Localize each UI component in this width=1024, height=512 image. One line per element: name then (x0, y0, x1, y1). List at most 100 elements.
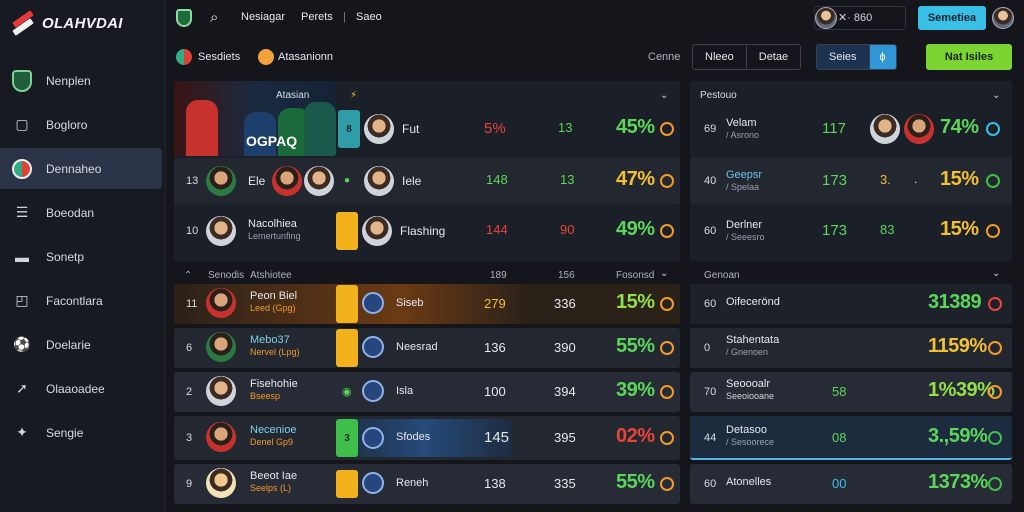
series-extra[interactable]: ɸ (868, 45, 896, 69)
chevron-down-icon[interactable]: ⌄ (660, 268, 669, 279)
shield-icon[interactable] (176, 9, 192, 27)
team-name: Neesrad (396, 341, 438, 353)
stat-value: 3. (880, 172, 891, 187)
club-icon (988, 477, 1002, 491)
sidebar-item-2[interactable]: Dennaheo (0, 148, 162, 189)
player-name: Iele (402, 174, 422, 188)
series-option[interactable]: Seies (817, 45, 869, 69)
avatar (206, 332, 236, 362)
user-avatar[interactable] (815, 7, 837, 29)
top-link-0[interactable]: Nesiagar (241, 11, 286, 23)
sidebar-item-8[interactable]: ✦ Sengie (0, 412, 166, 453)
app-logo[interactable]: OLAHVDAI (10, 10, 123, 36)
table-row[interactable]: 2 Fisehohie Bseesp ◉ Isla 100 394 39% (174, 372, 680, 412)
team-name: Sfodes (396, 431, 431, 443)
trophy-icon (258, 49, 274, 65)
view-option-0[interactable]: Nleeo (705, 51, 734, 63)
table-row[interactable]: 13 Ele ● Iele 148 13 47% (174, 158, 680, 204)
percentage: 47% (616, 168, 655, 190)
club-name: Seoooalr Seeoiooane (726, 378, 774, 401)
table-row[interactable]: 9 Beeot Iae Seelps (L) Reneh 138 335 55% (174, 464, 680, 504)
sidebar-item-0[interactable]: Nenplen (0, 60, 166, 101)
featured-banner[interactable]: OGPAQ (174, 81, 336, 156)
row-rank: 10 (186, 225, 199, 237)
status-box[interactable] (814, 6, 906, 30)
column-header[interactable]: 189 (490, 270, 507, 281)
team-name: Flashing (400, 224, 446, 238)
table-row[interactable]: 40 Geepsr / Spelaa 173 3. . 15% (690, 158, 1012, 204)
percentage: 1159% (928, 335, 987, 357)
chevron-down-icon[interactable]: ⌄ (660, 90, 669, 101)
filter-item-0[interactable]: Sesdiets (198, 51, 241, 63)
sidebar-item-5[interactable]: ◰ Facontlara (0, 280, 166, 321)
table-row[interactable]: 8 Fut 5% 13 45% (336, 106, 680, 152)
chevron-down-icon[interactable]: ⌄ (992, 90, 1001, 101)
table-row[interactable]: 60 Oifecerönd 31389 (690, 284, 1012, 324)
club-sub: / Seeesro (726, 232, 765, 242)
sort-icon[interactable]: ⌃ (184, 270, 193, 281)
player-name: Fisehohie Bseesp (250, 378, 298, 401)
position-tag: 8 (338, 110, 360, 148)
shield-icon (12, 69, 32, 92)
primary-pill-button[interactable]: Semetiea (918, 6, 986, 30)
sidebar-item-7[interactable]: ➚ Olaaoadee (0, 368, 166, 409)
column-header[interactable]: Senodis (208, 270, 245, 281)
table-row[interactable]: 3 Necenioe Denel Gp9 3 Sfodes 145 395 02% (174, 416, 680, 460)
row-rank: 69 (704, 123, 717, 135)
row-rank: 11 (186, 298, 198, 310)
sidebar-item-3[interactable]: ☰ Boeodan (0, 192, 166, 233)
avatar (362, 216, 392, 246)
stat-value: 83 (880, 222, 895, 237)
filter-item-1[interactable]: Atasanionn (278, 51, 334, 63)
player-figure (186, 100, 218, 156)
view-option-1[interactable]: Detae (745, 45, 800, 69)
column-header[interactable]: Atshiotee (250, 270, 292, 281)
new-action-button[interactable]: Nat Isiles (926, 44, 1012, 70)
sidebar-item-1[interactable]: ▢ Bogloro (0, 104, 166, 145)
stat-value: 279 (484, 296, 506, 311)
table-row[interactable]: 69 Velam / Asrono 117 74% (690, 106, 1012, 152)
column-header[interactable]: Genoan (704, 270, 740, 281)
coin-icon (660, 477, 674, 491)
club-name-text: Seoooalr (726, 378, 771, 390)
ball-icon: ⚽ (13, 336, 31, 352)
stat-value: 5% (484, 120, 506, 137)
column-header[interactable]: 156 (558, 270, 575, 281)
search-icon[interactable]: ⌕ (210, 9, 219, 26)
player-sub: Bseesp (250, 391, 281, 401)
sidebar-item-6[interactable]: ⚽ Doelarie (0, 324, 166, 365)
row-rank: 70 (704, 386, 717, 398)
avatar (206, 216, 236, 246)
stat-value: 336 (554, 296, 576, 311)
club-icon (362, 427, 384, 449)
avatar (206, 376, 236, 406)
table-row[interactable]: 70 Seoooalr Seeoiooane 58 1%39% (690, 372, 1012, 412)
chevron-down-icon[interactable]: ⌄ (992, 268, 1001, 279)
table-row[interactable]: 44 Detasoo / Sesoorece 08 3.,59% (690, 416, 1012, 460)
percentage: 15% (940, 168, 979, 190)
top-link-1[interactable]: Perets (301, 11, 333, 23)
percentage: 74% (940, 116, 979, 138)
arrow-icon: ➚ (16, 380, 28, 396)
table-row[interactable]: 6 Mebo37 Nervel (Lpg) Neesrad 136 390 55% (174, 328, 680, 368)
table-row[interactable]: 11 Peon Biel Leed (Gpg) Siseb 279 336 15% (174, 284, 680, 324)
club-name: Geepsr / Spelaa (726, 169, 762, 192)
profile-avatar[interactable] (992, 7, 1014, 29)
club-name: Velam / Asrono (726, 117, 759, 140)
sidebar-item-4[interactable]: ▬ Sonetp (0, 236, 166, 277)
club-name-text: Derlner (726, 219, 763, 231)
table-row[interactable]: 60 Derlner / Seeesro 173 83 15% (690, 208, 1012, 254)
table-row[interactable]: 0 Stahentata / Gnenoen 1159% (690, 328, 1012, 368)
coin-icon (660, 174, 674, 188)
table-row[interactable]: 60 Atonelles 00 1373% (690, 464, 1012, 504)
column-header[interactable]: Fosonsd (616, 270, 655, 281)
club-icon (986, 224, 1000, 238)
sidebar-item-label: Dennaheo (46, 161, 102, 176)
player-name: Peon Biel Leed (Gpg) (250, 290, 297, 313)
table-row[interactable]: 10 Nacolhiea Lemertunfing Flashing 144 90… (174, 208, 680, 254)
stat-value: 08 (832, 430, 847, 445)
top-link-2[interactable]: Saeo (356, 11, 382, 23)
tag-icon: ▢ (15, 116, 29, 132)
percentage: 39% (616, 379, 655, 401)
row-rank: 40 (704, 175, 717, 187)
